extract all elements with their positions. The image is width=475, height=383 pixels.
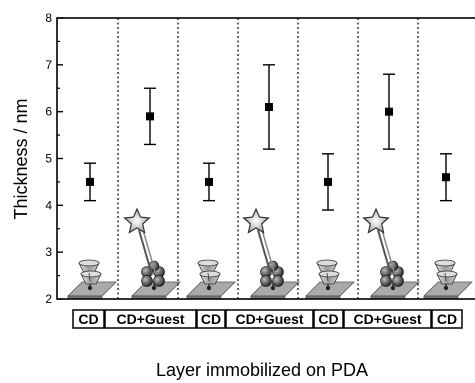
- cyclodextrin-cup-on-substrate-icon: [186, 259, 236, 300]
- data-points: [86, 102, 450, 186]
- svg-text:CD: CD: [318, 311, 338, 327]
- data-point: [324, 177, 332, 186]
- cyclodextrin-cup-on-substrate-icon: [423, 259, 473, 300]
- svg-text:CD: CD: [201, 311, 221, 327]
- y-tick-label: 6: [45, 105, 52, 119]
- data-point: [385, 107, 393, 116]
- cyclodextrin-with-guest-star-icon: [362, 207, 420, 300]
- y-tick-label: 8: [45, 11, 52, 25]
- category-label: CD: [313, 309, 344, 329]
- y-tick-label: 7: [45, 58, 52, 72]
- guest-star-icon: [242, 207, 270, 234]
- data-point: [265, 102, 273, 111]
- guest-star-icon: [362, 207, 390, 234]
- x-axis-title: Layer immobilized on PDA: [156, 360, 368, 380]
- category-label: CD+Guest: [225, 309, 314, 329]
- svg-text:CD+Guest: CD+Guest: [116, 311, 184, 327]
- cyclodextrin-with-guest-star-icon: [242, 207, 300, 300]
- category-label: CD: [431, 309, 463, 329]
- category-label: CD+Guest: [104, 309, 197, 329]
- guest-star-icon: [123, 207, 151, 234]
- svg-text:CD: CD: [78, 311, 98, 327]
- category-label: CD+Guest: [343, 309, 432, 329]
- svg-text:CD+Guest: CD+Guest: [235, 311, 303, 327]
- cyclodextrin-cup-on-substrate-icon: [67, 259, 117, 300]
- data-point: [146, 112, 154, 121]
- svg-text:CD: CD: [437, 311, 457, 327]
- molecule-illustrations: [67, 207, 473, 300]
- y-tick-label: 5: [45, 152, 52, 166]
- cyclodextrin-with-guest-star-icon: [123, 207, 181, 300]
- y-axis: 2 3 4 5 6 7 8: [45, 11, 63, 306]
- data-point: [442, 173, 450, 182]
- y-tick-label: 3: [45, 245, 52, 259]
- category-separators: [117, 18, 419, 299]
- data-point: [86, 177, 94, 186]
- y-axis-title: Thickness / nm: [11, 98, 31, 219]
- category-labels: CD CD+Guest CD CD+Guest CD CD+Guest CD: [72, 309, 463, 329]
- error-bars: [84, 64, 452, 211]
- y-tick-label: 2: [45, 292, 52, 306]
- svg-text:CD+Guest: CD+Guest: [353, 311, 421, 327]
- category-label: CD: [72, 309, 105, 329]
- data-point: [205, 177, 213, 186]
- cyclodextrin-cup-on-substrate-icon: [305, 259, 355, 300]
- y-tick-label: 4: [45, 198, 52, 212]
- category-label: CD: [196, 309, 226, 329]
